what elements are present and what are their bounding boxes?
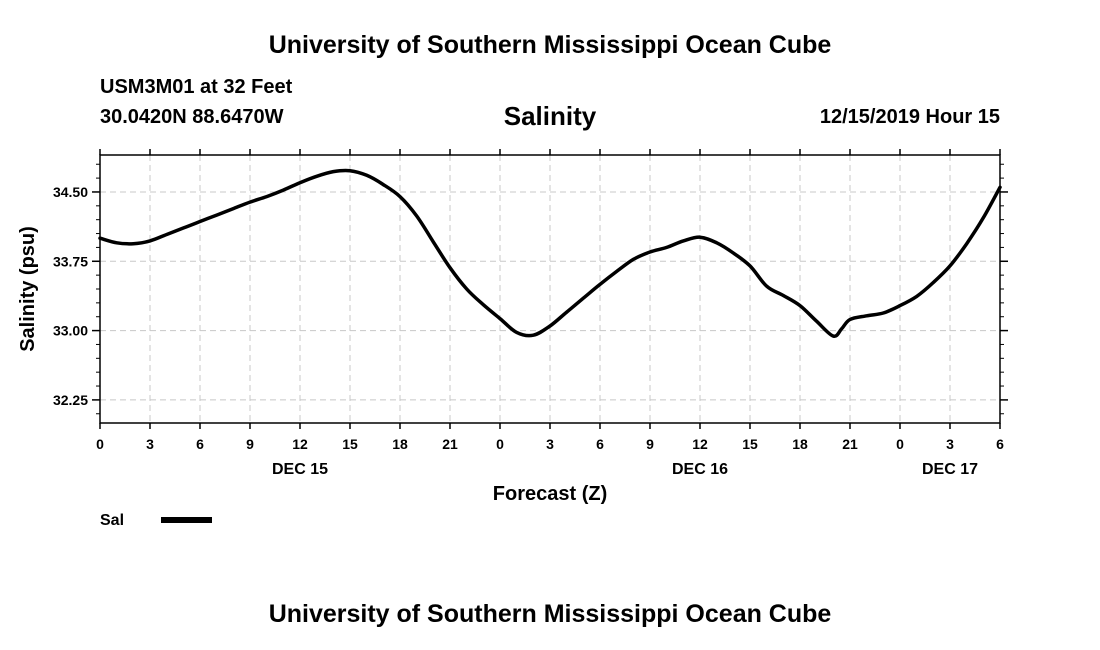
x-tick-label: 12 (692, 436, 708, 452)
plot-frame (99, 154, 1001, 424)
y-axis-label: Salinity (psu) (17, 226, 39, 352)
footer-title: University of Southern Mississippi Ocean… (268, 600, 832, 628)
x-tick-label: 12 (292, 436, 308, 452)
forecast-datetime: 12/15/2019 Hour 15 (819, 106, 1000, 128)
coordinates-label: 30.0420N 88.6470W (100, 106, 284, 128)
x-tick-label: 0 (496, 436, 504, 452)
x-axis-label: Forecast (Z) (493, 483, 607, 505)
x-tick-label: 6 (996, 436, 1004, 452)
x-tick-label: 21 (442, 436, 458, 452)
x-tick-label: 3 (546, 436, 554, 452)
x-tick-label: 18 (392, 436, 408, 452)
y-tick-label: 33.75 (53, 253, 88, 269)
x-tick-label: 3 (146, 436, 154, 452)
series-line-sal (98, 168, 1002, 339)
x-tick-label: 0 (96, 436, 104, 452)
legend-label: Sal (100, 512, 124, 529)
y-tick-label: 33.00 (53, 323, 88, 339)
day-label: DEC 17 (922, 461, 978, 478)
y-tick-label: 34.50 (53, 184, 88, 200)
series-group (98, 168, 1002, 339)
x-tick-label: 9 (646, 436, 654, 452)
page-title: University of Southern Mississippi Ocean… (268, 31, 832, 59)
x-tick-label: 21 (842, 436, 858, 452)
x-tick-label: 6 (196, 436, 204, 452)
grid-lines (100, 155, 1000, 423)
x-tick-label: 6 (596, 436, 604, 452)
day-label: DEC 15 (272, 461, 328, 478)
station-label: USM3M01 at 32 Feet (100, 76, 293, 98)
x-tick-label: 0 (896, 436, 904, 452)
y-axis-ticks: 32.25 33.00 33.75 34.50 (53, 184, 1008, 408)
x-tick-label: 15 (742, 436, 758, 452)
x-tick-label: 18 (792, 436, 808, 452)
x-tick-label: 9 (246, 436, 254, 452)
y-tick-label: 32.25 (53, 392, 88, 408)
x-tick-label: 15 (342, 436, 358, 452)
day-labels: DEC 15 DEC 16 DEC 17 (272, 461, 978, 478)
legend: Sal (100, 512, 212, 529)
chart-title: Salinity (503, 101, 597, 131)
x-axis-ticks: 0 3 6 9 12 15 18 21 0 3 6 9 12 15 18 21 0 3 6 (96, 149, 1004, 452)
x-tick-label: 3 (946, 436, 954, 452)
day-label: DEC 16 (672, 461, 728, 478)
